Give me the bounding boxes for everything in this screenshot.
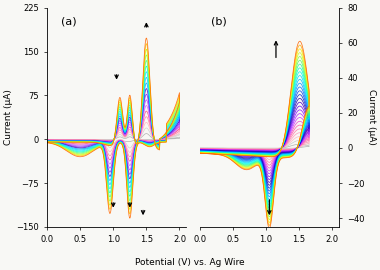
Y-axis label: Current (μA): Current (μA) [4, 89, 13, 145]
Text: Potential (V) vs. Ag Wire: Potential (V) vs. Ag Wire [135, 258, 245, 267]
Text: (b): (b) [211, 16, 227, 26]
Text: (a): (a) [61, 16, 76, 26]
Y-axis label: Current (μA): Current (μA) [367, 89, 376, 145]
